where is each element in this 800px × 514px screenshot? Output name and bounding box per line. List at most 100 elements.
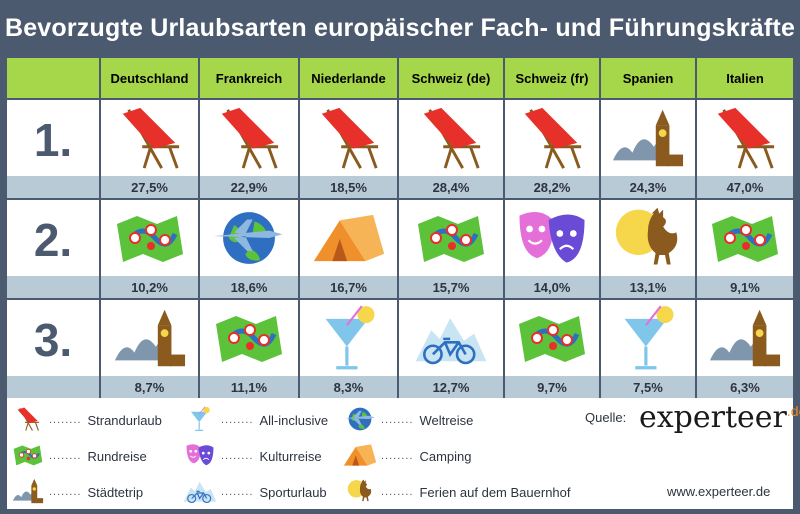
ranking-cell: 27,5% [101,100,198,198]
globe-plane-icon [344,407,375,430]
legend-icon-wrap [183,442,217,471]
legend-icon-wrap [183,406,217,435]
cell-icon-wrap [312,304,386,377]
column-header: Schweiz (de) [399,58,503,98]
page-title: Bevorzugte Urlaubsarten europäischer Fac… [4,14,796,42]
legend-label: Kulturreise [259,448,322,464]
city-icon [114,309,185,367]
percent-value: 16,7% [300,276,397,298]
rooster-icon [615,207,678,265]
legend-icon-wrap [343,442,377,471]
percent-value: 12,7% [399,376,503,398]
cell-icon-wrap [611,304,685,377]
legend-label: Rundreise [87,448,147,464]
percent-value: 28,2% [505,176,599,198]
header-corner [7,58,99,98]
cell-icon-wrap [312,204,386,277]
city-icon [612,109,684,167]
legend-icon-wrap [11,442,45,471]
map-icon [13,444,43,465]
percent-value: 24,3% [601,176,695,198]
city-icon [709,309,781,367]
deckchair-icon [524,107,582,169]
column-header: Niederlande [300,58,397,98]
cell-icon-wrap [113,304,187,377]
legend-dots: ........ [221,450,254,462]
tent-icon [343,443,377,466]
legend-label: Camping [419,448,472,464]
cell-icon-wrap [414,104,488,177]
percent-value: 47,0% [697,176,793,198]
legend-label: Weltreise [419,412,474,428]
rank-cell: 3. [7,300,99,398]
legend-item: ........ Camping [343,442,471,470]
ranking-cell: 8,3% [300,300,397,398]
ranking-cell: 28,4% [399,100,503,198]
ranking-cell: 22,9% [200,100,298,198]
legend-dots: ........ [49,450,82,462]
ranking-cell: 13,1% [601,200,695,298]
rank-label: 1. [33,114,73,166]
source-label: Quelle: [585,410,627,425]
percent-value: 18,5% [300,176,397,198]
legend-dots: ........ [381,486,414,498]
percent-value: 9,7% [505,376,599,398]
globe-plane-icon [213,212,283,264]
legend-label: Strandurlaub [87,412,162,428]
legend-dots: ........ [381,414,414,426]
legend-icon-wrap [11,406,45,435]
ranking-cell: 14,0% [505,200,599,298]
cell-icon-wrap [515,304,589,377]
percent-value: 15,7% [399,276,503,298]
legend-icon-wrap [343,406,377,435]
map-icon [519,316,585,362]
legend-item: ........ Sporturlaub [183,478,327,506]
rooster-icon [347,478,372,501]
percent-value: 8,7% [101,376,198,398]
legend-item: ........ Ferien auf dem Bauernhof [343,478,571,506]
legend: Quelle: experteer.de www.experteer.de ..… [7,398,800,509]
percent-value: 27,5% [101,176,198,198]
percent-value: 7,5% [601,376,695,398]
legend-item: ........ Strandurlaub [11,406,162,434]
website-link[interactable]: www.experteer.de [667,484,771,499]
cell-icon-wrap [212,204,286,277]
legend-label: Ferien auf dem Bauernhof [419,484,571,500]
legend-icon-wrap [11,478,45,507]
percent-value: 22,9% [200,176,298,198]
cell-icon-wrap [212,104,286,177]
ranking-cell: 18,6% [200,200,298,298]
ranking-cell: 8,7% [101,300,198,398]
ranking-cell: 6,3% [697,300,793,398]
deckchair-icon [423,107,481,169]
legend-dots: ........ [221,486,254,498]
legend-dots: ........ [49,414,82,426]
percent-value: 14,0% [505,276,599,298]
map-icon [216,316,282,362]
ranking-cell: 7,5% [601,300,695,398]
legend-icon-wrap [183,478,217,507]
cell-icon-wrap [414,304,488,377]
column-header: Spanien [601,58,695,98]
ranking-cell: 9,7% [505,300,599,398]
ranking-cell: 10,2% [101,200,198,298]
percent-value: 9,1% [697,276,793,298]
deckchair-icon [321,107,378,169]
ranking-cell: 24,3% [601,100,695,198]
legend-label: All-inclusive [259,412,329,428]
legend-item: ........ Kulturreise [183,442,322,470]
rank-cell: 2. [7,200,99,298]
cell-icon-wrap [708,104,782,177]
map-icon [116,216,183,262]
bicycle-mountain-icon [415,318,487,365]
legend-item: ........ Städtetrip [11,478,143,506]
theater-masks-icon [186,443,214,465]
percent-value: 11,1% [200,376,298,398]
column-header: Italien [697,58,793,98]
percent-value: 8,3% [300,376,397,398]
logo-suffix: .de [786,403,800,419]
percent-value: 13,1% [601,276,695,298]
map-icon [418,216,484,262]
legend-label: Städtetrip [87,484,144,500]
